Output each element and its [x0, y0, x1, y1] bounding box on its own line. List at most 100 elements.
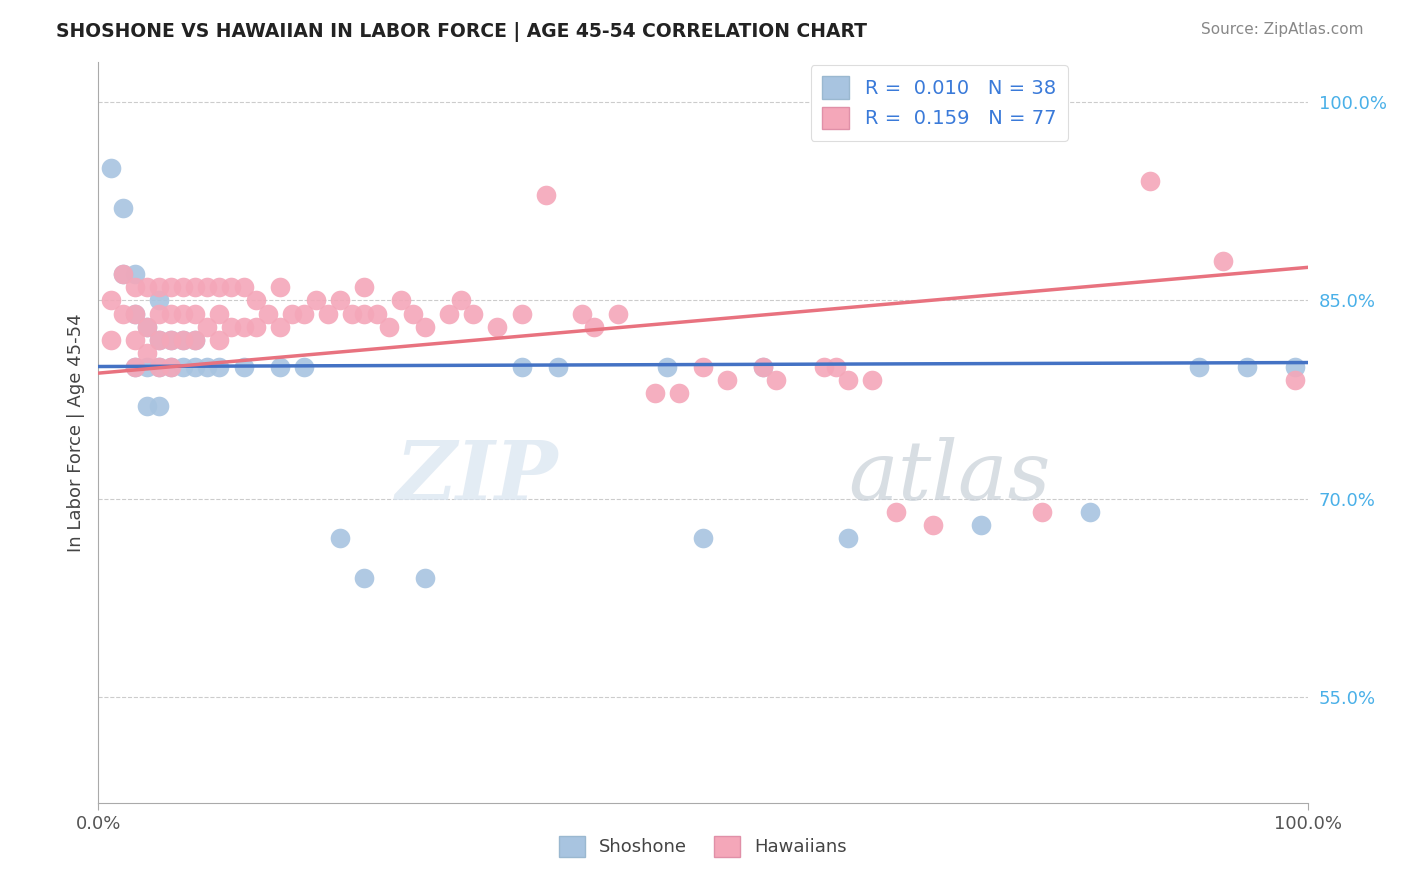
- Point: [148, 359, 170, 374]
- Point: [510, 359, 533, 374]
- Text: Source: ZipAtlas.com: Source: ZipAtlas.com: [1201, 22, 1364, 37]
- Text: atlas: atlas: [848, 437, 1050, 517]
- Point: [124, 307, 146, 321]
- Point: [184, 359, 207, 374]
- Point: [269, 359, 291, 374]
- Point: [389, 293, 412, 308]
- Point: [256, 307, 278, 321]
- Point: [692, 359, 714, 374]
- Point: [124, 333, 146, 347]
- Point: [1212, 253, 1234, 268]
- Point: [148, 333, 170, 347]
- Point: [208, 280, 231, 294]
- Point: [353, 571, 375, 585]
- Point: [353, 307, 375, 321]
- Point: [860, 373, 883, 387]
- Point: [607, 307, 630, 321]
- Point: [1236, 359, 1258, 374]
- Point: [184, 333, 207, 347]
- Point: [100, 293, 122, 308]
- Point: [534, 187, 557, 202]
- Point: [111, 267, 134, 281]
- Point: [281, 307, 304, 321]
- Point: [135, 319, 157, 334]
- Point: [124, 280, 146, 294]
- Point: [450, 293, 472, 308]
- Point: [644, 386, 666, 401]
- Point: [547, 359, 569, 374]
- Point: [921, 518, 943, 533]
- Point: [752, 359, 775, 374]
- Point: [148, 359, 170, 374]
- Point: [366, 307, 388, 321]
- Point: [269, 280, 291, 294]
- Point: [111, 267, 134, 281]
- Point: [135, 346, 157, 360]
- Point: [402, 307, 425, 321]
- Point: [160, 333, 183, 347]
- Point: [413, 571, 436, 585]
- Point: [837, 373, 859, 387]
- Point: [437, 307, 460, 321]
- Point: [353, 280, 375, 294]
- Point: [135, 319, 157, 334]
- Point: [245, 293, 267, 308]
- Point: [716, 373, 738, 387]
- Point: [111, 201, 134, 215]
- Point: [305, 293, 328, 308]
- Point: [583, 319, 606, 334]
- Point: [1031, 505, 1053, 519]
- Point: [172, 333, 194, 347]
- Y-axis label: In Labor Force | Age 45-54: In Labor Force | Age 45-54: [66, 313, 84, 552]
- Point: [837, 532, 859, 546]
- Point: [668, 386, 690, 401]
- Point: [232, 280, 254, 294]
- Point: [124, 267, 146, 281]
- Point: [970, 518, 993, 533]
- Point: [486, 319, 509, 334]
- Point: [510, 307, 533, 321]
- Point: [148, 333, 170, 347]
- Point: [232, 319, 254, 334]
- Point: [100, 333, 122, 347]
- Point: [752, 359, 775, 374]
- Point: [316, 307, 339, 321]
- Point: [463, 307, 485, 321]
- Point: [329, 532, 352, 546]
- Point: [329, 293, 352, 308]
- Point: [148, 293, 170, 308]
- Point: [221, 280, 243, 294]
- Point: [135, 280, 157, 294]
- Point: [269, 319, 291, 334]
- Point: [124, 359, 146, 374]
- Point: [1284, 359, 1306, 374]
- Point: [160, 359, 183, 374]
- Point: [160, 359, 183, 374]
- Point: [692, 532, 714, 546]
- Point: [1139, 174, 1161, 188]
- Point: [813, 359, 835, 374]
- Point: [148, 399, 170, 413]
- Point: [160, 280, 183, 294]
- Point: [208, 333, 231, 347]
- Point: [172, 359, 194, 374]
- Point: [124, 359, 146, 374]
- Point: [208, 359, 231, 374]
- Point: [342, 307, 364, 321]
- Point: [195, 359, 218, 374]
- Point: [111, 307, 134, 321]
- Point: [195, 280, 218, 294]
- Point: [184, 333, 207, 347]
- Text: SHOSHONE VS HAWAIIAN IN LABOR FORCE | AGE 45-54 CORRELATION CHART: SHOSHONE VS HAWAIIAN IN LABOR FORCE | AG…: [56, 22, 868, 42]
- Point: [195, 319, 218, 334]
- Text: ZIP: ZIP: [395, 437, 558, 517]
- Point: [160, 307, 183, 321]
- Point: [1188, 359, 1211, 374]
- Point: [135, 359, 157, 374]
- Point: [1078, 505, 1101, 519]
- Point: [148, 307, 170, 321]
- Point: [208, 307, 231, 321]
- Point: [172, 280, 194, 294]
- Point: [184, 307, 207, 321]
- Point: [825, 359, 848, 374]
